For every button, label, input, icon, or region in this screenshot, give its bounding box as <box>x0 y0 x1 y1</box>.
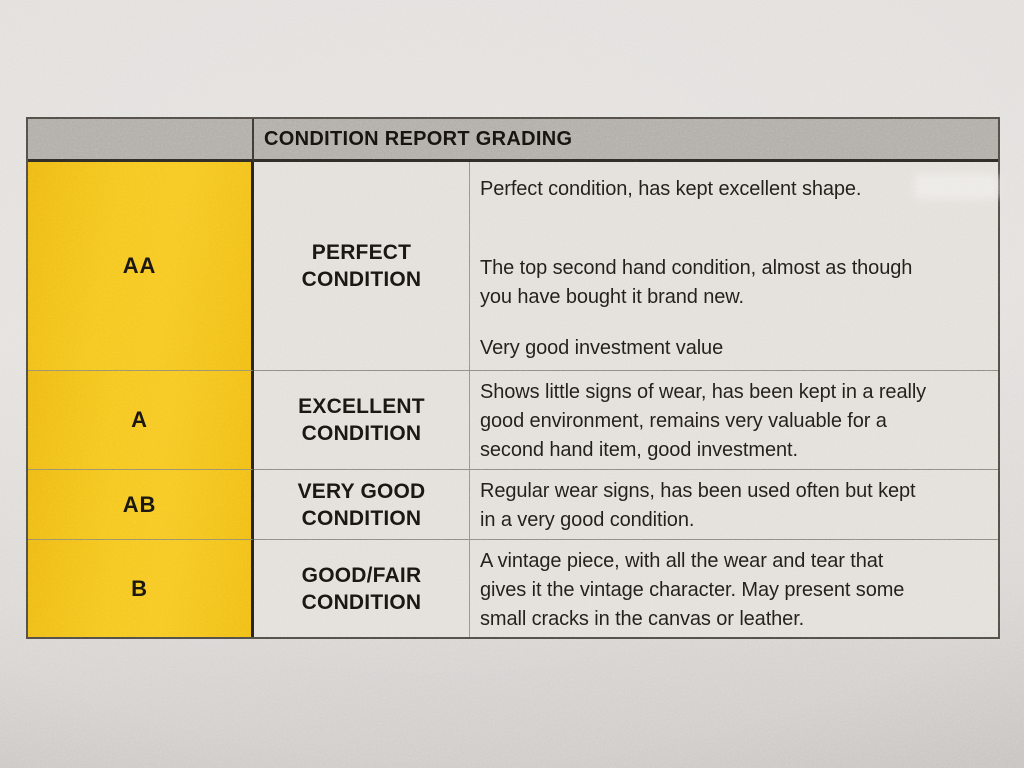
description-paragraph: A vintage piece, with all the wear and t… <box>480 550 905 630</box>
description-paragraph: Regular wear signs, has been used often … <box>480 480 916 531</box>
description-cell-ab: Regular wear signs, has been used often … <box>470 470 998 540</box>
label-cell-excellent-condition: EXCELLENT CONDITION <box>254 371 470 470</box>
description-paragraph: Very good investment value <box>480 337 724 359</box>
description-paragraph: The top second hand condition, almost as… <box>480 257 913 308</box>
header-spacer-cell <box>28 119 254 162</box>
grade-cell-a: A <box>28 371 254 470</box>
description-cell-aa: Perfect condition, has kept excellent sh… <box>470 162 998 371</box>
description-paragraph: Shows little signs of wear, has been kep… <box>480 381 927 461</box>
label-cell-perfect-condition: PERFECT CONDITION <box>254 162 470 371</box>
table-title: CONDITION REPORT GRADING <box>254 119 998 162</box>
label-cell-good-fair-condition: GOOD/FAIR CONDITION <box>254 540 470 637</box>
description-cell-a: Shows little signs of wear, has been kep… <box>470 371 998 470</box>
condition-grading-table: CONDITION REPORT GRADING AA PERFECT COND… <box>26 117 1000 639</box>
description-paragraph: Perfect condition, has kept excellent sh… <box>480 178 862 200</box>
description-cell-b: A vintage piece, with all the wear and t… <box>470 540 998 637</box>
grade-cell-ab: AB <box>28 470 254 540</box>
grade-cell-b: B <box>28 540 254 637</box>
label-cell-very-good-condition: VERY GOOD CONDITION <box>254 470 470 540</box>
grade-cell-aa: AA <box>28 162 254 371</box>
